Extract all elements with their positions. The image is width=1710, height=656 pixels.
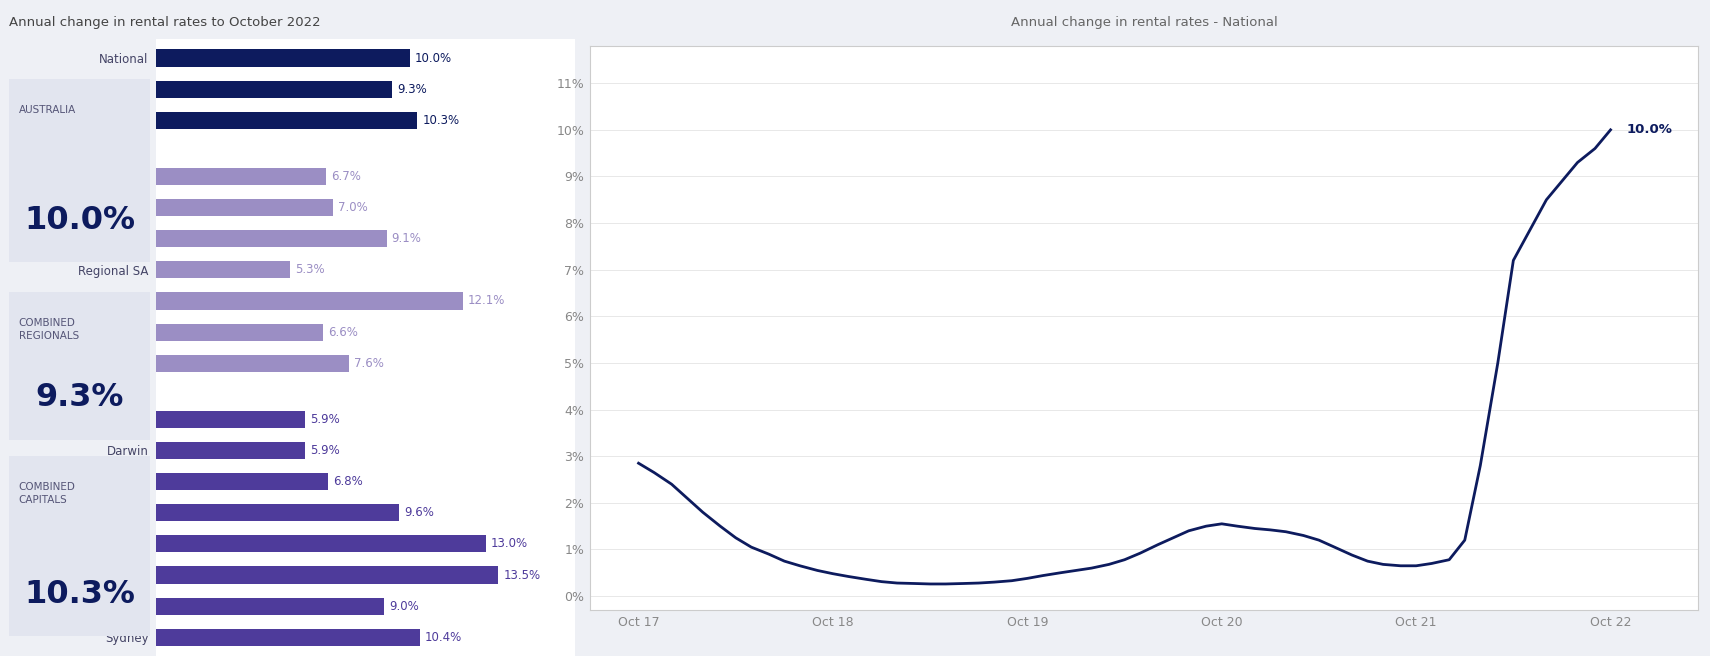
Text: 9.3%: 9.3% [36, 382, 123, 413]
Bar [156, 411, 306, 428]
Text: 13.5%: 13.5% [503, 569, 540, 581]
Bar [156, 598, 385, 615]
Text: Annual change in rental rates - National: Annual change in rental rates - National [1011, 16, 1277, 30]
Text: 9.6%: 9.6% [405, 506, 434, 520]
Bar [156, 504, 400, 522]
Text: 13.0%: 13.0% [491, 537, 528, 550]
Text: 10.0%: 10.0% [1626, 123, 1672, 136]
Bar [156, 261, 291, 278]
Text: 10.0%: 10.0% [24, 205, 135, 236]
Text: 9.3%: 9.3% [397, 83, 426, 96]
Text: 12.1%: 12.1% [469, 295, 504, 308]
Text: 9.0%: 9.0% [390, 600, 419, 613]
Bar [156, 293, 463, 310]
Text: 9.1%: 9.1% [392, 232, 422, 245]
Text: 10.3%: 10.3% [24, 579, 135, 610]
Text: 6.7%: 6.7% [330, 170, 361, 183]
Bar [156, 628, 419, 646]
Bar [156, 81, 392, 98]
Bar [156, 168, 325, 185]
Bar [156, 323, 323, 340]
Text: 10.4%: 10.4% [424, 631, 462, 644]
Text: 10.3%: 10.3% [422, 114, 460, 127]
Text: 7.0%: 7.0% [339, 201, 368, 214]
Bar [156, 230, 386, 247]
Text: 5.3%: 5.3% [296, 263, 325, 276]
Bar [156, 112, 417, 129]
Text: COMBINED
REGIONALS: COMBINED REGIONALS [19, 318, 79, 340]
Text: Annual change in rental rates to October 2022: Annual change in rental rates to October… [9, 16, 320, 30]
Bar [156, 473, 328, 490]
Bar [156, 442, 306, 459]
Text: 7.6%: 7.6% [354, 357, 383, 370]
Bar [156, 567, 498, 584]
Bar [156, 355, 349, 372]
Text: 10.0%: 10.0% [414, 52, 451, 64]
Text: 6.6%: 6.6% [328, 325, 357, 338]
Text: AUSTRALIA: AUSTRALIA [19, 105, 75, 115]
Text: 5.9%: 5.9% [311, 413, 340, 426]
Text: 6.8%: 6.8% [333, 475, 363, 488]
Bar [156, 49, 409, 67]
Text: COMBINED
CAPITALS: COMBINED CAPITALS [19, 482, 75, 504]
Bar [156, 199, 333, 216]
Text: 5.9%: 5.9% [311, 444, 340, 457]
Bar [156, 535, 486, 552]
